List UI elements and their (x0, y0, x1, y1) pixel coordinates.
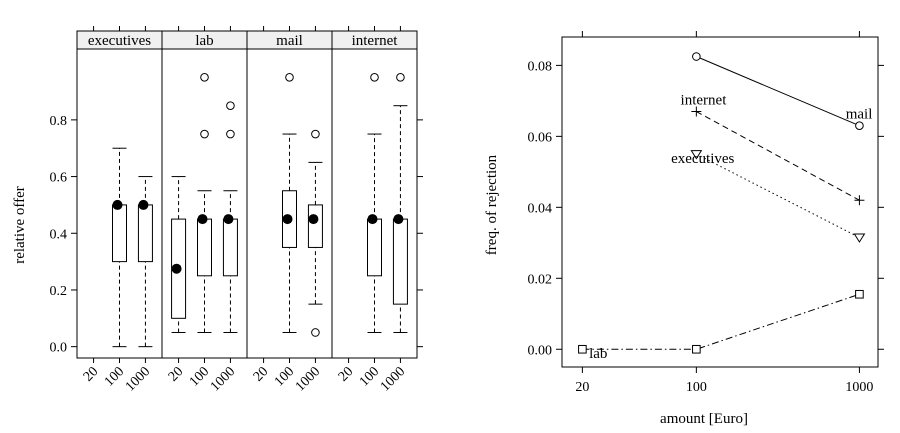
outlier-point (226, 129, 235, 139)
marker-triangle-down (690, 150, 703, 160)
marker-circle (855, 121, 864, 131)
marker-square (692, 344, 701, 354)
y-tick-label: 0.0 (50, 341, 68, 356)
outlier-point (311, 328, 320, 337)
x-tick-label: 1000 (845, 380, 873, 395)
outlier-point (226, 101, 235, 110)
box-iqr (112, 204, 127, 263)
outlier-point (396, 73, 405, 82)
median-dot (308, 214, 319, 225)
outlier-point (311, 129, 320, 139)
x-tick-label: 20 (166, 364, 187, 385)
series-label-internet: internet (681, 92, 728, 108)
box-iqr (137, 204, 153, 263)
series-line-mail (696, 56, 860, 127)
outlier-point (370, 73, 379, 82)
x-tick-label: 1000 (378, 364, 408, 394)
series-label-lab: lab (589, 346, 607, 362)
median-dot (171, 263, 182, 274)
relative-offer-boxplot-chart: executives lab mail internet 0.0 0.2 0.4 0.6 0.… (12, 26, 423, 395)
left-y-axis-label: relative offer (12, 186, 28, 264)
right-x-axis-label: amount [Euro] (660, 411, 748, 427)
y-tick-label: 0.00 (528, 343, 553, 358)
median-dot (138, 199, 149, 210)
marker-triangle-down (853, 233, 866, 243)
x-tick-label: 1000 (123, 364, 153, 394)
series-label-mail: mail (846, 107, 873, 123)
box-iqr (197, 218, 212, 277)
y-tick-label: 0.06 (528, 130, 553, 145)
median-dot (197, 214, 208, 225)
y-tick-label: 0.2 (50, 284, 68, 299)
rejection-frequency-line-chart: 0.00 0.02 0.04 0.06 0.08 20 100 1000 mail inter… (484, 31, 884, 427)
median-dot (223, 214, 234, 225)
x-tick-label: 20 (251, 364, 272, 385)
outlier-point (200, 73, 209, 82)
x-tick-label: 20 (81, 364, 102, 385)
x-tick-label: 20 (575, 380, 589, 395)
box-iqr (392, 218, 408, 305)
marker-circle (692, 52, 701, 61)
plot-frame (561, 36, 879, 368)
marker-square (855, 289, 864, 299)
series-line-lab (582, 293, 860, 350)
series-label-executives: executives (671, 151, 734, 167)
y-tick-label: 0.6 (50, 171, 68, 186)
box-iqr (222, 218, 238, 277)
marker-square (578, 344, 587, 354)
panel-strip-label: internet (352, 33, 399, 49)
median-dot (112, 199, 123, 210)
panel-strip-label: lab (195, 33, 213, 49)
marker-plus (691, 106, 702, 117)
right-y-axis-label: freq. of rejection (484, 154, 500, 255)
series-line-internet (696, 111, 860, 201)
panel-strip-label: mail (276, 33, 303, 49)
outlier-point (285, 73, 294, 82)
y-tick-label: 0.4 (50, 227, 68, 242)
y-tick-label: 0.04 (528, 201, 553, 216)
x-tick-label: 1000 (208, 364, 238, 394)
y-tick-label: 0.8 (50, 114, 68, 129)
x-tick-label: 20 (336, 364, 357, 385)
y-tick-label: 0.02 (528, 272, 553, 287)
median-dot (367, 214, 378, 225)
x-tick-label: 1000 (293, 364, 323, 394)
y-tick-label: 0.08 (528, 59, 553, 74)
outlier-point (200, 129, 209, 139)
marker-plus (854, 195, 865, 206)
box-iqr (367, 218, 382, 277)
median-dot (282, 214, 293, 225)
median-dot (393, 214, 404, 225)
x-tick-label: 100 (686, 380, 707, 395)
box-iqr (307, 204, 323, 248)
panel-strip-label: executives (88, 33, 151, 49)
